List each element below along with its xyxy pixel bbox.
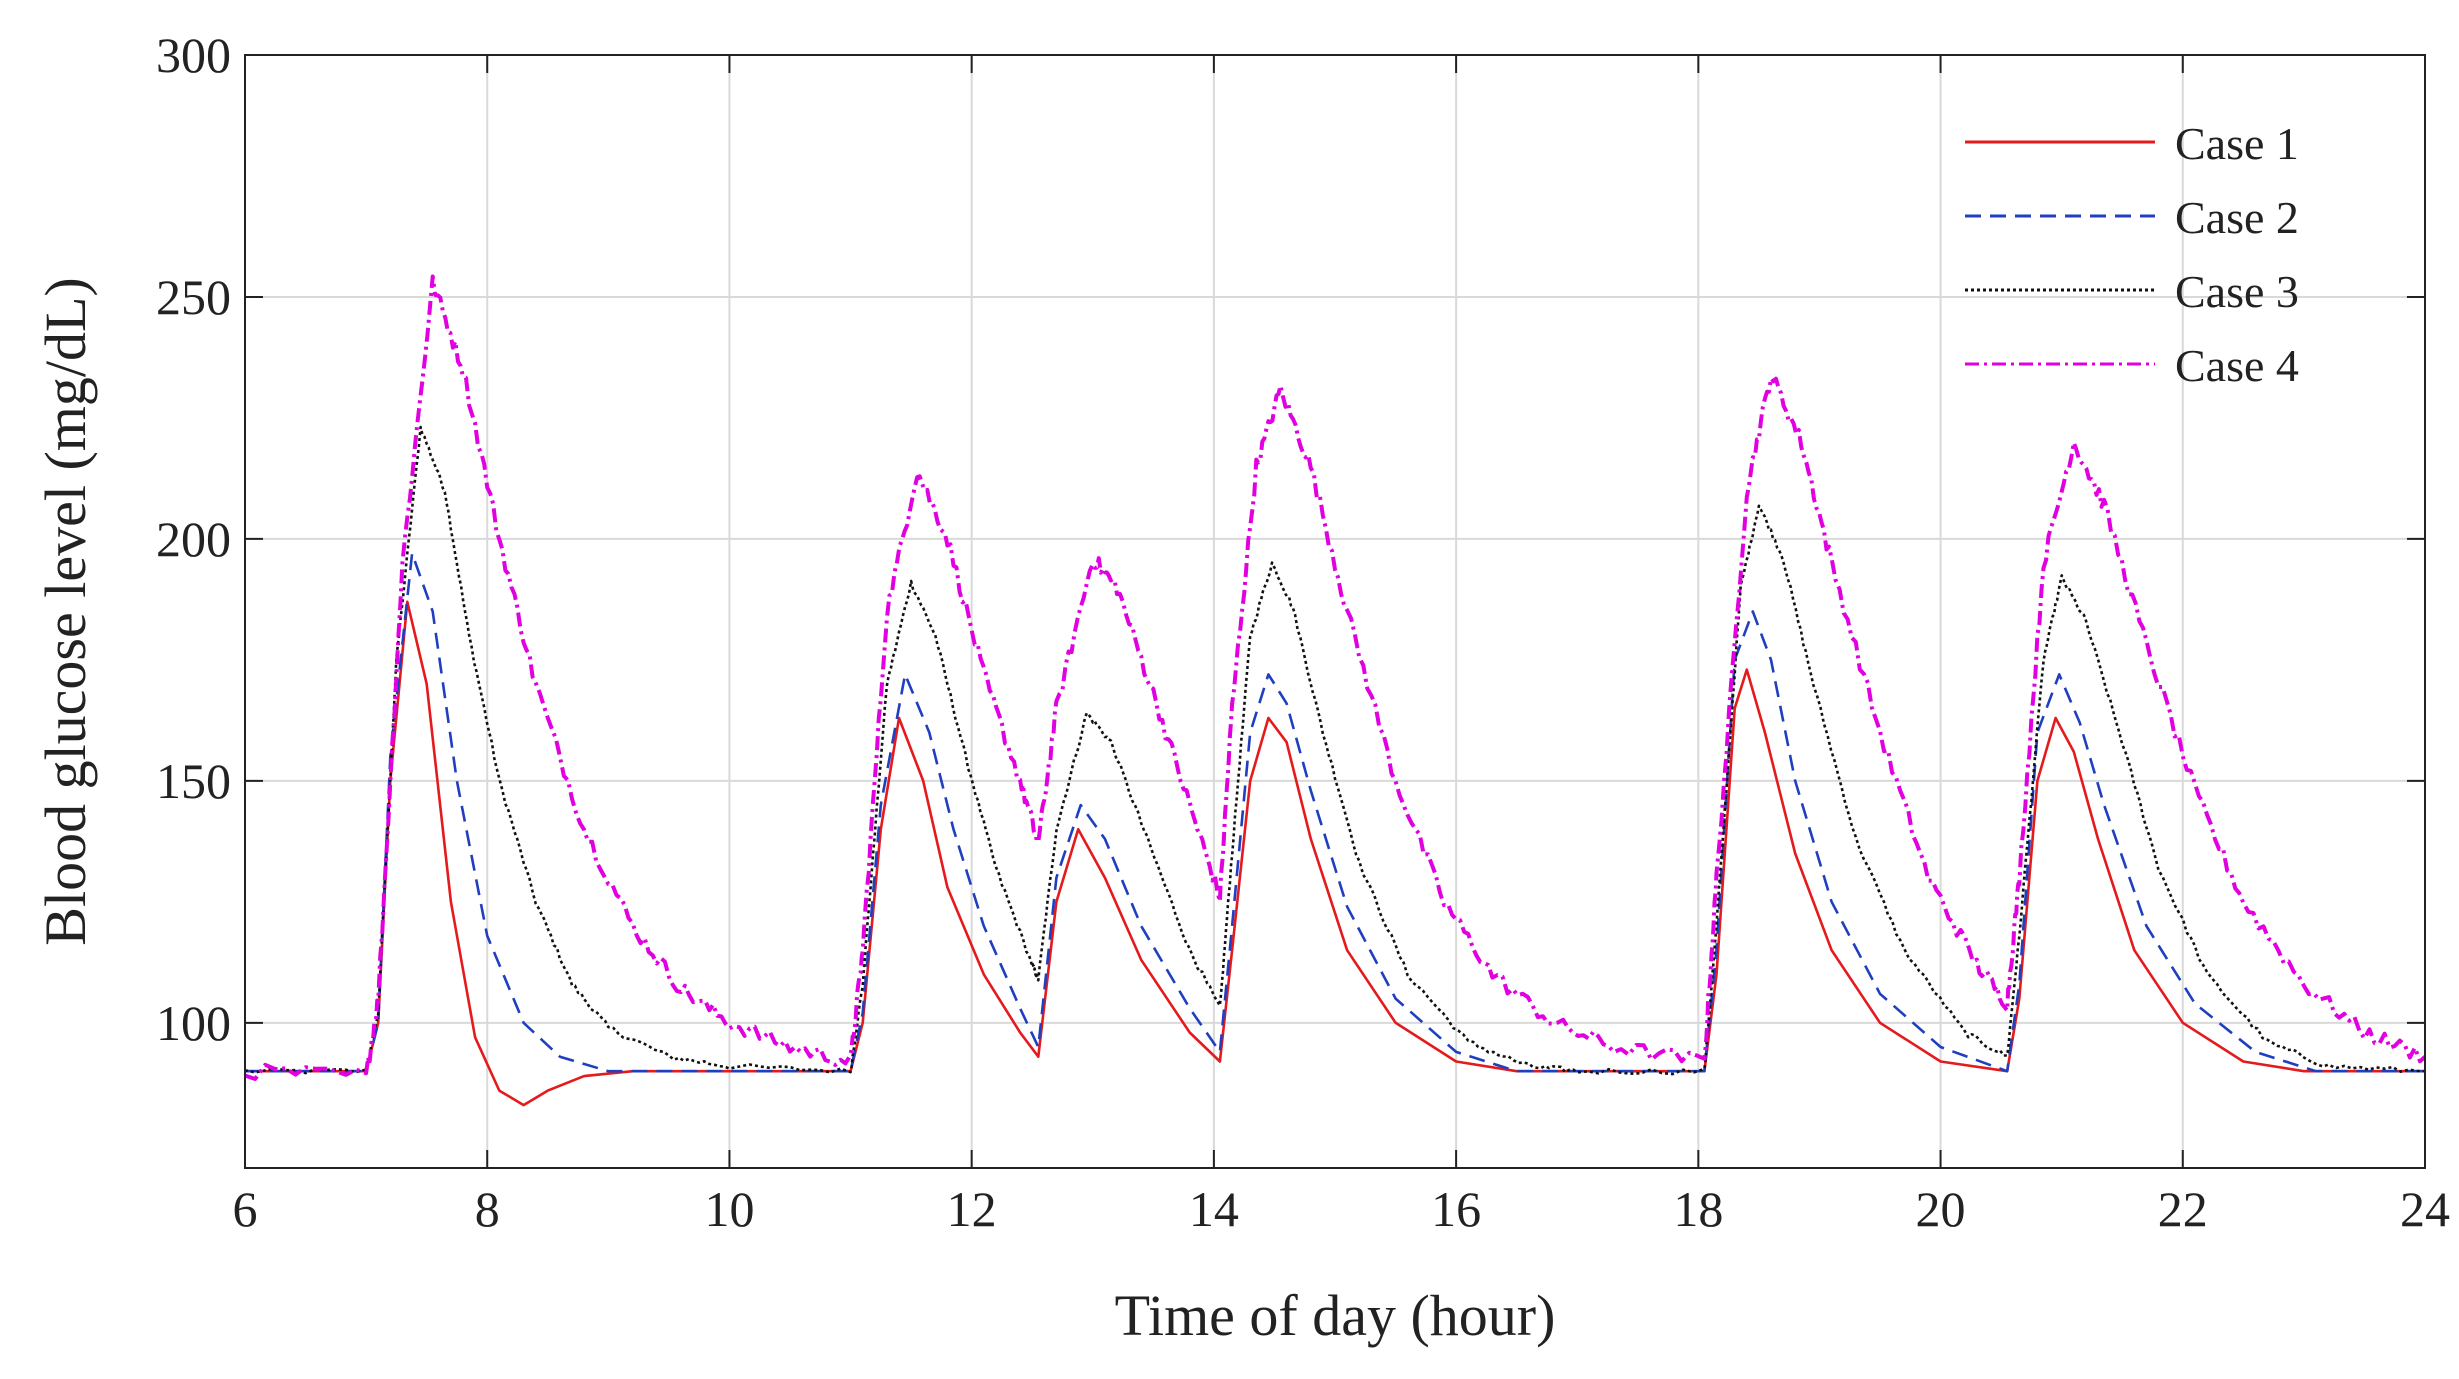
legend-label-case-3: Case 3 bbox=[2175, 266, 2299, 317]
legend-label-case-4: Case 4 bbox=[2175, 340, 2299, 391]
grid-lines bbox=[244, 54, 2426, 1168]
x-tick-label: 24 bbox=[2400, 1181, 2450, 1237]
x-tick-label: 12 bbox=[947, 1181, 997, 1237]
y-tick-label: 250 bbox=[156, 269, 231, 325]
x-axis: 6 8 10 12 14 16 18 20 22 24 bbox=[233, 55, 2450, 1237]
x-tick-label: 18 bbox=[1673, 1181, 1723, 1237]
y-tick-label: 300 bbox=[156, 27, 231, 83]
x-tick-label: 16 bbox=[1431, 1181, 1481, 1237]
x-tick-label: 6 bbox=[233, 1181, 258, 1237]
series-line-case-4 bbox=[244, 274, 2427, 1081]
x-tick-label: 22 bbox=[2158, 1181, 2208, 1237]
series-line-case-2 bbox=[245, 552, 2425, 1073]
x-tick-label: 10 bbox=[704, 1181, 754, 1237]
y-tick-label: 150 bbox=[156, 753, 231, 809]
x-tick-label: 20 bbox=[1916, 1181, 1966, 1237]
series-line-case-1 bbox=[245, 600, 2425, 1107]
legend: Case 1 Case 2 Case 3 Case 4 bbox=[1965, 118, 2299, 391]
y-tick-label: 200 bbox=[156, 511, 231, 567]
series-line-case-3 bbox=[244, 425, 2426, 1076]
x-axis-label: Time of day (hour) bbox=[1115, 1283, 1556, 1348]
plot-frame bbox=[244, 54, 2426, 1169]
y-axis-label: Blood glucose level (mg/dL) bbox=[33, 277, 98, 945]
y-axis: 100 150 200 250 300 bbox=[156, 27, 2425, 1051]
legend-label-case-2: Case 2 bbox=[2175, 192, 2299, 243]
legend-label-case-1: Case 1 bbox=[2175, 118, 2299, 169]
y-tick-label: 100 bbox=[156, 995, 231, 1051]
series-layer bbox=[244, 274, 2427, 1107]
x-tick-label: 8 bbox=[475, 1181, 500, 1237]
x-tick-label: 14 bbox=[1189, 1181, 1239, 1237]
